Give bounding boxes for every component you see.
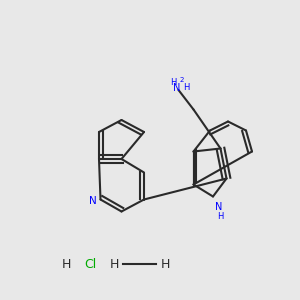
Text: H: H (109, 257, 119, 271)
Text: N: N (215, 202, 222, 212)
Text: H: H (160, 257, 170, 271)
Text: H: H (217, 212, 224, 221)
Text: N: N (89, 196, 97, 206)
Text: H: H (170, 78, 176, 87)
Text: H: H (61, 257, 71, 271)
Text: Cl: Cl (84, 257, 96, 271)
Text: H: H (183, 83, 189, 92)
Text: N: N (173, 82, 181, 93)
Text: 2: 2 (179, 77, 184, 83)
